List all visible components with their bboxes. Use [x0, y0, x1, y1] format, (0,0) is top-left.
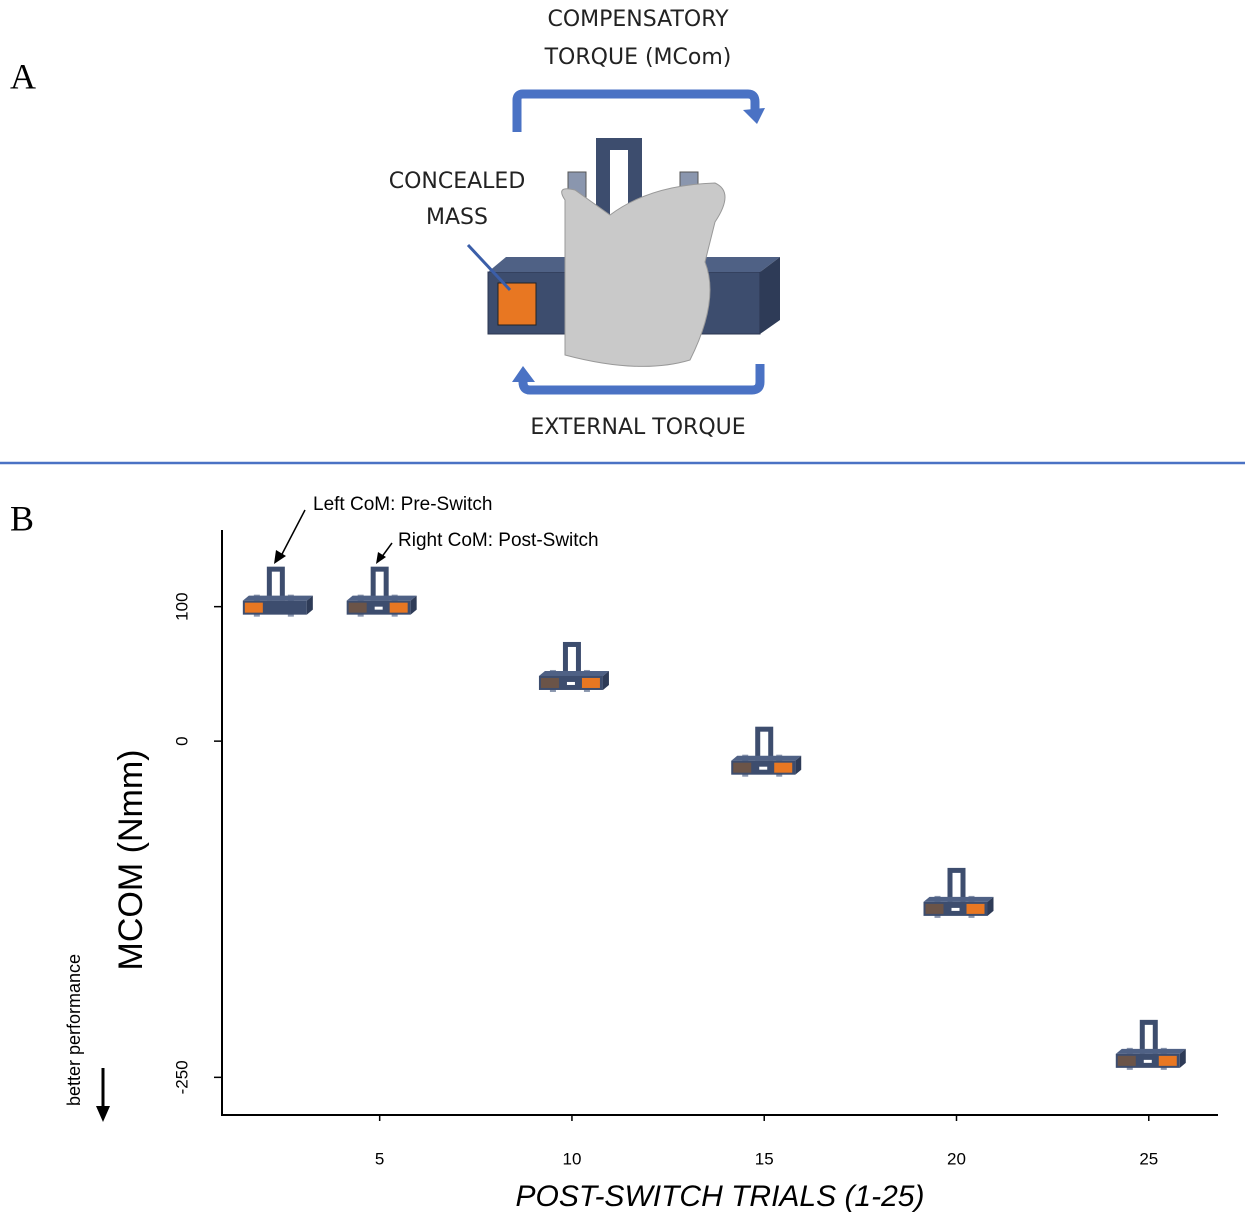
- annotation-arrow: [280, 510, 305, 558]
- icon-mass-left: [733, 763, 751, 773]
- y-tick-label: 0: [172, 736, 191, 745]
- icon-mass-right: [582, 678, 600, 688]
- y-tick-label: -250: [172, 1060, 191, 1094]
- diagram: [468, 94, 780, 390]
- icon-mass-left: [349, 603, 367, 613]
- icon-top: [539, 671, 609, 676]
- data-point: [924, 868, 994, 918]
- annotation: Right CoM: Post-Switch: [398, 530, 599, 551]
- panel-label: B: [10, 498, 34, 538]
- panel-label: A: [10, 56, 36, 96]
- icon-mass-left: [1118, 1056, 1136, 1066]
- diagram-label: COMPENSATORY: [547, 7, 729, 32]
- x-tick-label: 20: [947, 1149, 966, 1168]
- figure: A B COMPENSATORY TORQUE (MCom) CONCEALED…: [0, 0, 1245, 1219]
- icon-mass-right: [390, 603, 408, 613]
- icon-mass-left: [245, 603, 263, 613]
- y-tick-label: 100: [172, 592, 191, 620]
- icon-mass-left: [541, 678, 559, 688]
- icon-mass-right: [1159, 1056, 1177, 1066]
- diagram-label: EXTERNAL TORQUE: [530, 415, 745, 440]
- data-point: [539, 642, 609, 692]
- icon-top: [731, 756, 801, 761]
- y-axis-label: MCOM (Nmm): [112, 750, 150, 971]
- side-note: better performance: [64, 954, 84, 1106]
- icon-mass-right: [774, 763, 792, 773]
- diagram-label: MASS: [426, 205, 488, 230]
- annotation: Left CoM: Pre-Switch: [313, 494, 493, 515]
- x-tick-label: 25: [1139, 1149, 1158, 1168]
- x-axis-label: POST-SWITCH TRIALS (1-25): [516, 1180, 925, 1213]
- x-tick-label: 15: [755, 1149, 774, 1168]
- icon-top: [347, 596, 417, 601]
- annotation-arrow: [274, 550, 286, 564]
- icon-top: [243, 596, 313, 601]
- arrow: [96, 1106, 110, 1122]
- diagram-label: CONCEALED: [389, 169, 526, 194]
- diagram-label: TORQUE (MCom): [544, 45, 732, 70]
- data-point: [243, 567, 313, 617]
- x-tick-label: 10: [562, 1149, 581, 1168]
- icon-mass-left: [926, 904, 944, 914]
- icon-marker: [1144, 1060, 1152, 1063]
- icon-marker: [567, 682, 575, 685]
- data-point: [347, 567, 417, 617]
- icon-marker: [952, 908, 960, 911]
- icon-marker: [375, 607, 383, 610]
- icon-top: [924, 897, 994, 902]
- data-point: [1116, 1020, 1186, 1070]
- data-point: [731, 727, 801, 777]
- icon-marker: [759, 767, 767, 770]
- icon-top: [1116, 1049, 1186, 1054]
- icon-mass-right: [967, 904, 985, 914]
- x-tick-label: 5: [375, 1149, 384, 1168]
